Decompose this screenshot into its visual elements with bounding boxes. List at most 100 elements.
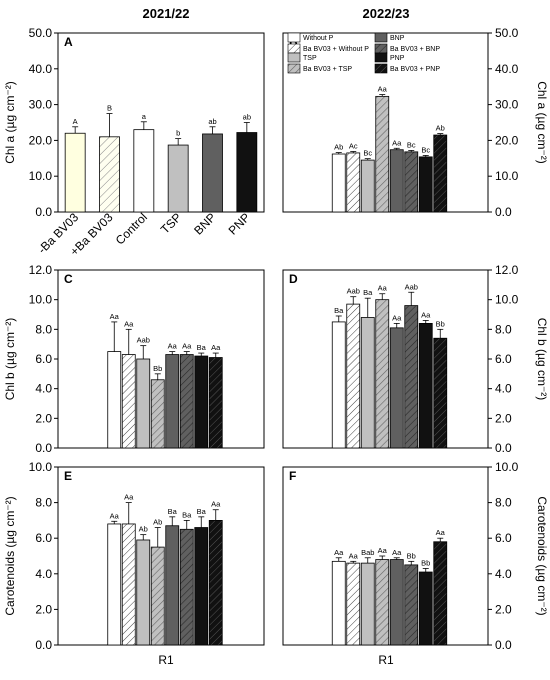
bar xyxy=(389,149,404,213)
bar xyxy=(202,133,223,213)
bar xyxy=(208,520,223,646)
bar xyxy=(375,95,390,213)
x-axis-label-right: R1 xyxy=(378,653,394,667)
panel-label: C xyxy=(64,272,73,286)
significance-letter-c: Aa xyxy=(182,342,192,351)
y-tick-label: 30.0 xyxy=(29,98,53,112)
significance-letter-c: Bb xyxy=(153,364,162,373)
bar xyxy=(433,541,448,646)
significance-letter-b: Ab xyxy=(334,143,343,152)
significance-letter-d: Aab xyxy=(347,287,360,296)
significance-letter-b: Aa xyxy=(392,138,402,147)
bar xyxy=(418,571,433,646)
significance-letter-a: ab xyxy=(243,113,251,122)
bar xyxy=(194,527,209,646)
y-tick-label: 4.0 xyxy=(35,382,52,396)
significance-letter-e: Ab xyxy=(139,525,148,534)
significance-letter-a: a xyxy=(142,112,147,121)
bar xyxy=(99,136,120,213)
significance-letter-f: Aa xyxy=(378,546,388,555)
significance-letter-e: Aa xyxy=(124,493,134,502)
y-tick-label: 2.0 xyxy=(35,411,52,425)
bar xyxy=(418,322,433,449)
y-tick-label: 4.0 xyxy=(35,567,52,581)
bar xyxy=(179,354,194,449)
bar xyxy=(346,303,361,449)
panel-a: A 0.0 10.0 20.0 30.0 40.0 50.0 Chl a (µg cm⁻²) A… xyxy=(3,26,265,259)
legend-swatch xyxy=(287,63,301,74)
bar xyxy=(136,358,151,449)
y-tick-label: 10.0 xyxy=(495,293,519,307)
bar xyxy=(360,317,375,449)
bar xyxy=(64,132,86,213)
category-label: BNP xyxy=(191,210,218,237)
bar xyxy=(389,559,404,646)
y-axis-label: Chl a (µg cm⁻²) xyxy=(535,81,549,164)
y-tick-label: 2.0 xyxy=(495,602,512,616)
column-title-left: 2021/22 xyxy=(143,6,190,21)
y-tick-label: 0.0 xyxy=(35,638,52,652)
panel-label: D xyxy=(289,272,298,286)
y-tick-label: 6.0 xyxy=(495,352,512,366)
bar xyxy=(179,528,194,646)
bar xyxy=(375,299,390,449)
y-tick-label: 4.0 xyxy=(495,567,512,581)
legend-label: TSP xyxy=(303,55,317,62)
y-axis-label: Carotenoids (µg cm⁻²) xyxy=(3,496,17,615)
category-label: Control xyxy=(113,210,150,247)
panel-label: A xyxy=(64,35,73,49)
significance-letter-f: Bb xyxy=(407,551,416,560)
y-tick-label: 4.0 xyxy=(495,382,512,396)
y-axis-label: Carotenoids (µg cm⁻²) xyxy=(535,496,549,615)
bar xyxy=(194,355,209,449)
bar xyxy=(360,159,375,213)
y-tick-label: 0.0 xyxy=(35,205,52,219)
bar xyxy=(404,564,419,646)
bar xyxy=(331,321,346,449)
y-tick-label: 10.0 xyxy=(495,460,519,474)
y-tick-label: 40.0 xyxy=(29,62,53,76)
significance-letter-b: Ab xyxy=(436,124,445,133)
bar xyxy=(167,144,189,213)
significance-letter-b: Bc xyxy=(407,140,416,149)
legend-swatch xyxy=(287,32,301,43)
bar xyxy=(133,129,155,213)
significance-letter-f: Aa xyxy=(334,548,344,557)
y-tick-label: 6.0 xyxy=(35,531,52,545)
bar xyxy=(389,327,404,449)
column-title-right: 2022/23 xyxy=(363,6,410,21)
bar xyxy=(433,134,448,213)
significance-letter-d: Ba xyxy=(334,306,344,315)
panel-frame xyxy=(57,32,265,213)
legend-swatch xyxy=(287,43,301,54)
y-tick-label: 10.0 xyxy=(29,169,53,183)
category-label: PNP xyxy=(226,210,253,237)
significance-letter-f: Aa xyxy=(436,528,446,537)
panel-f: F 0.0 2.0 4.0 6.0 8.0 10.0 Carotenoids (µg cm⁻²… xyxy=(282,460,549,652)
significance-letter-e: Ba xyxy=(168,507,178,516)
significance-letter-a: A xyxy=(73,117,78,126)
significance-letter-d: Bb xyxy=(436,319,445,328)
y-tick-label: 0.0 xyxy=(495,441,512,455)
bar xyxy=(208,357,223,449)
y-tick-label: 8.0 xyxy=(495,322,512,336)
legend-label: Ba BV03 + Without P xyxy=(303,46,369,53)
y-tick-label: 2.0 xyxy=(495,411,512,425)
bar xyxy=(360,562,375,646)
legend-swatch xyxy=(287,52,301,63)
bar xyxy=(165,525,180,646)
y-tick-label: 10.0 xyxy=(495,169,519,183)
y-tick-label: 8.0 xyxy=(35,496,52,510)
significance-letter-f: Aa xyxy=(349,551,359,560)
significance-letter-d: Aa xyxy=(392,313,402,322)
y-tick-label: 12.0 xyxy=(495,263,519,277)
significance-letter-e: Ba xyxy=(182,510,192,519)
y-tick-label: 20.0 xyxy=(29,133,53,147)
y-tick-label: 0.0 xyxy=(495,638,512,652)
legend-swatch xyxy=(374,63,388,74)
bar xyxy=(433,337,448,449)
significance-letter-c: Ba xyxy=(197,343,207,352)
bar xyxy=(121,523,136,646)
